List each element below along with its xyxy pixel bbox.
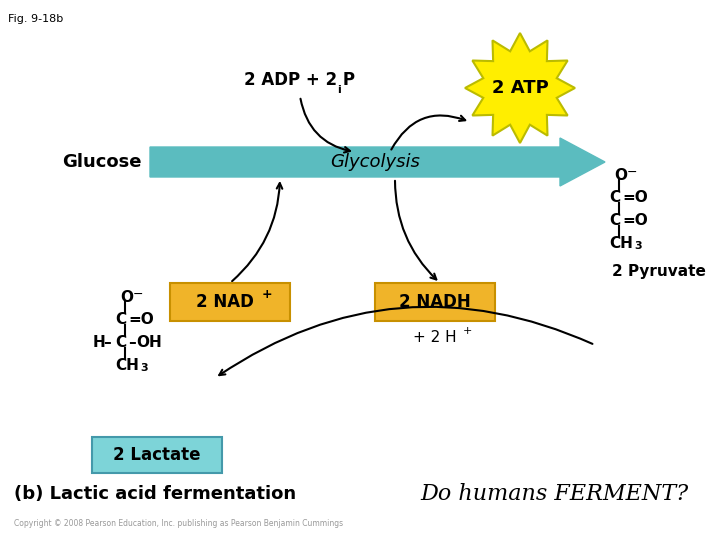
Text: + 2 H: + 2 H — [413, 330, 456, 345]
Polygon shape — [150, 138, 605, 186]
Text: i: i — [337, 85, 341, 95]
Text: Do humans FERMENT?: Do humans FERMENT? — [420, 483, 688, 505]
FancyBboxPatch shape — [170, 283, 290, 321]
Text: –: – — [128, 335, 136, 350]
Text: CH: CH — [115, 358, 139, 373]
Text: =O: =O — [622, 213, 648, 228]
Text: 2 NAD: 2 NAD — [196, 293, 254, 311]
Text: CH: CH — [609, 236, 633, 251]
Text: H: H — [93, 335, 106, 350]
Text: Glycolysis: Glycolysis — [330, 153, 420, 171]
Text: OH: OH — [136, 335, 162, 350]
Text: –: – — [103, 335, 111, 350]
Text: 3: 3 — [634, 241, 642, 251]
Text: =O: =O — [622, 190, 648, 205]
FancyBboxPatch shape — [92, 437, 222, 473]
Text: C: C — [115, 312, 126, 327]
Text: C: C — [609, 190, 620, 205]
Text: +: + — [262, 288, 273, 301]
Text: −: − — [627, 166, 637, 179]
Text: 2 ADP + 2 P: 2 ADP + 2 P — [245, 71, 356, 89]
Text: +: + — [463, 326, 472, 336]
Polygon shape — [465, 33, 575, 143]
Text: O: O — [614, 168, 627, 183]
Text: 2 ATP: 2 ATP — [492, 79, 549, 97]
Text: −: − — [133, 288, 143, 301]
Text: 2 Pyruvate: 2 Pyruvate — [612, 264, 706, 279]
Text: Fig. 9-18b: Fig. 9-18b — [8, 14, 63, 24]
Text: 2 NADH: 2 NADH — [399, 293, 471, 311]
Text: Copyright © 2008 Pearson Education, Inc. publishing as Pearson Benjamin Cummings: Copyright © 2008 Pearson Education, Inc.… — [14, 518, 343, 528]
Text: C: C — [609, 213, 620, 228]
FancyBboxPatch shape — [375, 283, 495, 321]
Text: O: O — [120, 290, 133, 305]
Text: Glucose: Glucose — [63, 153, 142, 171]
Text: C: C — [115, 335, 126, 350]
Text: (b) Lactic acid fermentation: (b) Lactic acid fermentation — [14, 485, 296, 503]
Text: 2 Lactate: 2 Lactate — [113, 446, 201, 464]
Text: 3: 3 — [140, 363, 148, 373]
Text: =O: =O — [128, 312, 154, 327]
